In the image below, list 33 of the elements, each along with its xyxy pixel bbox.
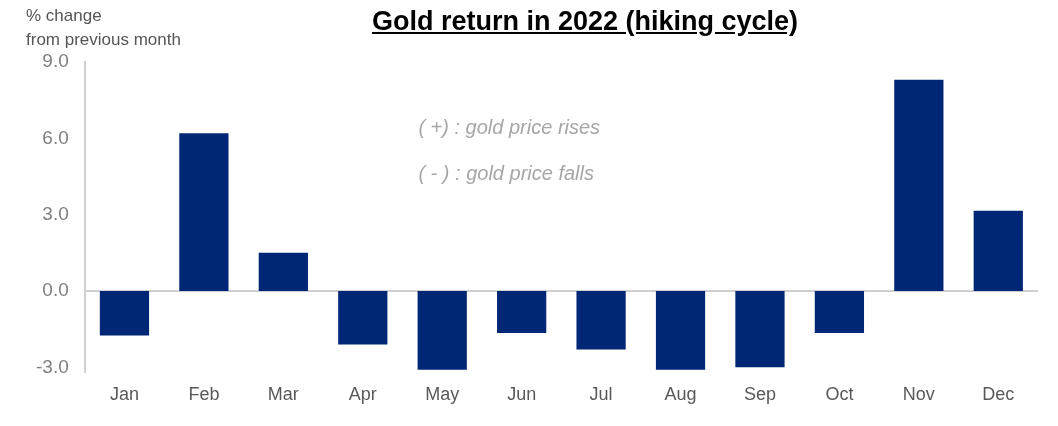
bar <box>814 290 865 333</box>
y-tick-label: 9.0 <box>42 50 69 72</box>
bar <box>258 252 308 291</box>
bar <box>894 79 944 291</box>
annotation: ( - ) : gold price falls <box>418 161 594 184</box>
x-tick-label: Apr <box>348 384 377 405</box>
x-tick-label: Nov <box>902 384 935 405</box>
y-tick-label: -3.0 <box>35 355 69 377</box>
x-tick-label: Sep <box>743 384 776 405</box>
annotation: ( +) : gold price rises <box>418 115 601 138</box>
x-tick-label: Aug <box>664 384 697 405</box>
chart-title: Gold return in 2022 (hiking cycle) <box>370 6 800 37</box>
y-tick-label: 3.0 <box>42 202 69 224</box>
bar <box>497 290 547 333</box>
x-tick-label: Mar <box>267 384 299 405</box>
y-tick-label: 6.0 <box>42 126 69 148</box>
x-tick-label: Feb <box>188 384 220 405</box>
x-tick-label: Jul <box>589 384 613 405</box>
x-tick-label: Dec <box>982 384 1015 405</box>
bar <box>973 210 1023 291</box>
y-tick-label: 0.0 <box>42 279 69 301</box>
x-tick-label: Jun <box>507 384 537 405</box>
bar <box>655 290 706 370</box>
bar <box>99 290 150 336</box>
bar <box>179 133 229 291</box>
bar <box>338 290 388 345</box>
bar <box>735 290 785 368</box>
x-tick-label: Jan <box>109 384 139 405</box>
bar <box>417 290 467 370</box>
bar <box>576 290 626 350</box>
x-tick-label: May <box>425 384 460 405</box>
x-tick-label: Oct <box>825 384 854 405</box>
y-axis-title: % change from previous month <box>26 5 181 51</box>
